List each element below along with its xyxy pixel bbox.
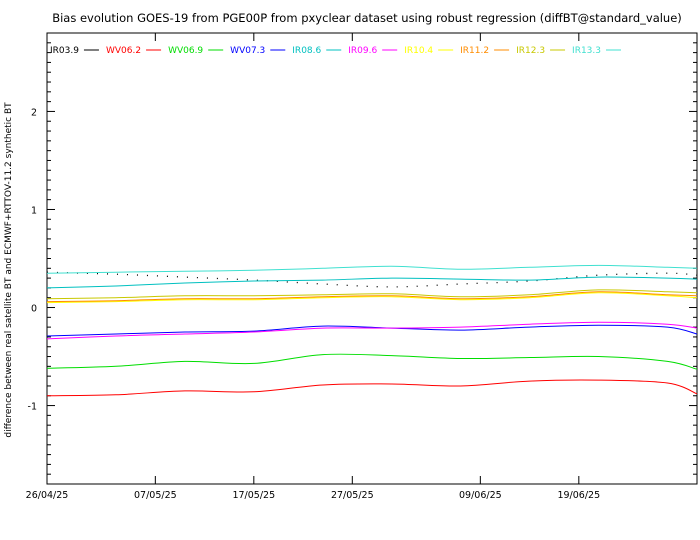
x-tick-label: 09/06/25 — [459, 490, 502, 501]
y-tick-label: 1 — [31, 205, 37, 216]
legend-label-ir11-2: IR11.2 — [460, 46, 489, 56]
legend-label-ir12-3: IR12.3 — [516, 46, 545, 56]
legend-label-ir10-4: IR10.4 — [404, 46, 433, 56]
x-tick-label: 26/04/25 — [26, 490, 69, 501]
legend-label-ir09-6: IR09.6 — [348, 46, 377, 56]
x-tick-label: 19/06/25 — [557, 490, 600, 501]
x-tick-label: 17/05/25 — [232, 490, 275, 501]
legend-label-ir13-3: IR13.3 — [572, 46, 601, 56]
legend-label-wv06-2: WV06.2 — [106, 46, 141, 56]
series-line-ir08-6 — [46, 276, 698, 289]
series-line-ir12-3 — [46, 289, 698, 300]
series-line-wv06-2 — [46, 379, 698, 397]
legend-label-ir03-9: IR03.9 — [50, 46, 79, 56]
series-line-ir10-4 — [46, 292, 698, 304]
legend-label-wv06-9: WV06.9 — [168, 46, 203, 56]
legend-label-ir08-6: IR08.6 — [292, 46, 321, 56]
plot-area: -1 0 1 2 26/04/25 07/05/25 17/05/25 27/05/25 09/… — [26, 32, 698, 501]
y-axis-label: difference between real satellite BT and… — [4, 102, 14, 438]
series-line-ir11-2 — [46, 291, 698, 303]
y-tick-label: 0 — [31, 304, 37, 315]
series-line-ir09-6 — [46, 321, 698, 340]
y-tick-label: 2 — [31, 107, 37, 118]
legend-label-wv07-3: WV07.3 — [230, 46, 265, 56]
y-tick-label: -1 — [28, 402, 37, 413]
x-tick-label: 27/05/25 — [331, 490, 374, 501]
x-tick-label: 07/05/25 — [134, 490, 177, 501]
series-line-wv06-9 — [46, 353, 698, 370]
chart-title: Bias evolution GOES-19 from PGE00P from … — [52, 11, 682, 25]
series-line-ir13-3 — [46, 264, 698, 274]
